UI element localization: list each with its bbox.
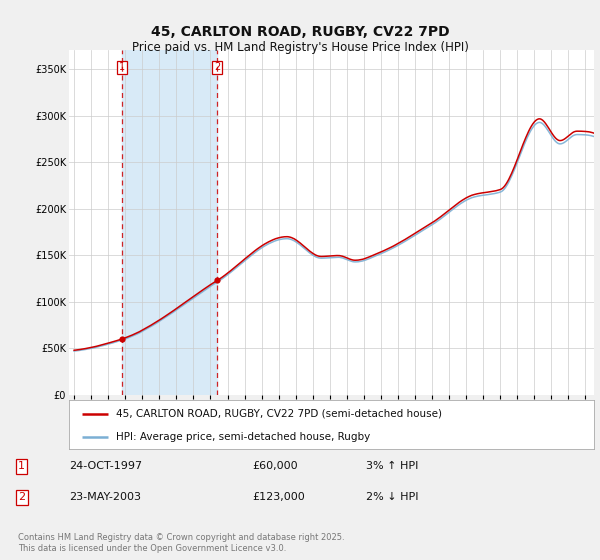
Text: £123,000: £123,000 <box>252 492 305 502</box>
Text: 45, CARLTON ROAD, RUGBY, CV22 7PD: 45, CARLTON ROAD, RUGBY, CV22 7PD <box>151 25 449 39</box>
Text: 3% ↑ HPI: 3% ↑ HPI <box>366 461 418 472</box>
Text: 2: 2 <box>214 63 220 72</box>
Text: 2: 2 <box>18 492 25 502</box>
Text: £60,000: £60,000 <box>252 461 298 472</box>
Text: 45, CARLTON ROAD, RUGBY, CV22 7PD (semi-detached house): 45, CARLTON ROAD, RUGBY, CV22 7PD (semi-… <box>116 409 442 419</box>
Text: HPI: Average price, semi-detached house, Rugby: HPI: Average price, semi-detached house,… <box>116 432 371 442</box>
Text: Contains HM Land Registry data © Crown copyright and database right 2025.
This d: Contains HM Land Registry data © Crown c… <box>18 533 344 553</box>
Text: Price paid vs. HM Land Registry's House Price Index (HPI): Price paid vs. HM Land Registry's House … <box>131 41 469 54</box>
Text: 24-OCT-1997: 24-OCT-1997 <box>69 461 142 472</box>
Text: 2% ↓ HPI: 2% ↓ HPI <box>366 492 419 502</box>
Bar <box>122 50 217 395</box>
Text: 1: 1 <box>119 63 125 72</box>
Text: 1: 1 <box>18 461 25 472</box>
Text: 23-MAY-2003: 23-MAY-2003 <box>69 492 141 502</box>
